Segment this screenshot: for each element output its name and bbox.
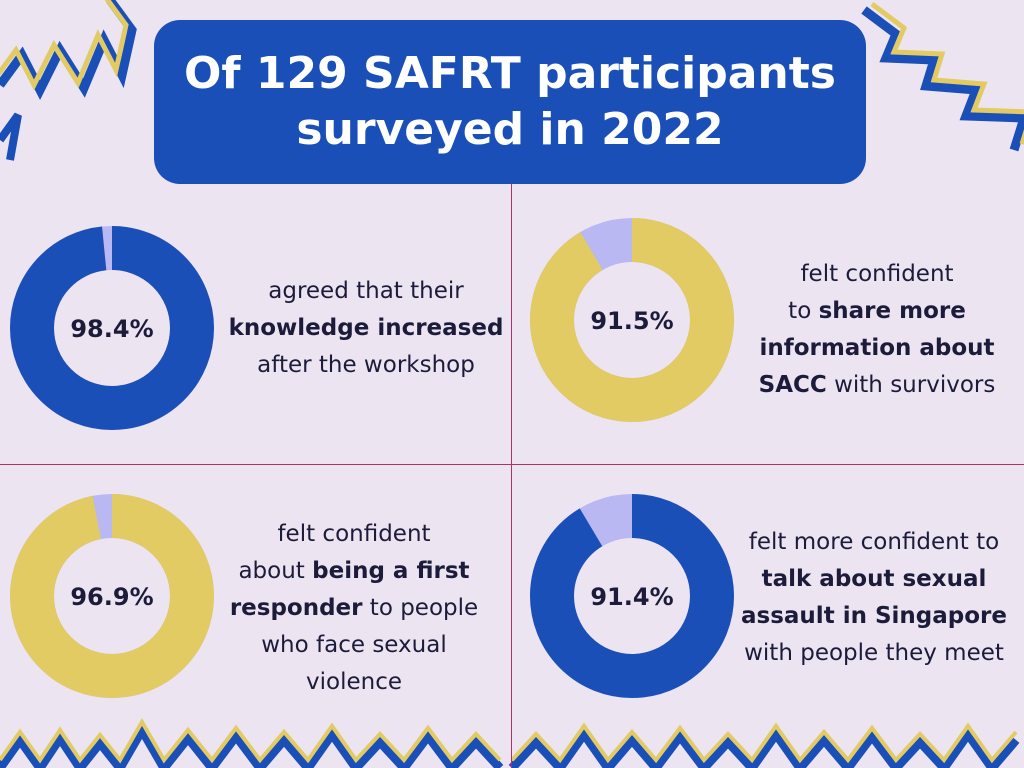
caption-bold-text: SACC bbox=[758, 372, 827, 398]
title-banner: Of 129 SAFRT participants surveyed in 20… bbox=[154, 20, 866, 184]
caption-line: after the workshop bbox=[216, 347, 516, 384]
caption-text: agreed that their bbox=[268, 278, 464, 304]
caption-share-information: felt confident to share more information a… bbox=[727, 256, 1024, 404]
caption-text: with people they meet bbox=[744, 640, 1004, 666]
caption-line: agreed that their bbox=[216, 273, 516, 310]
caption-line: about being a first bbox=[204, 553, 504, 590]
caption-line: felt more confident to bbox=[724, 524, 1024, 561]
caption-text: with survivors bbox=[826, 372, 996, 398]
caption-line: SACC with survivors bbox=[727, 367, 1024, 404]
caption-text: felt confident bbox=[277, 521, 431, 547]
caption-text: who face sexual bbox=[261, 632, 447, 658]
donut-percent-label: 91.4% bbox=[590, 583, 673, 611]
caption-bold-text: responder bbox=[229, 595, 363, 621]
caption-bold-text: information about bbox=[759, 335, 995, 361]
donut-percent-label: 98.4% bbox=[70, 315, 153, 343]
caption-bold-text: knowledge increased bbox=[228, 315, 504, 341]
caption-line: to share more bbox=[727, 293, 1024, 330]
donut-value-slice bbox=[530, 218, 734, 422]
caption-bold-text: being a first bbox=[312, 558, 470, 584]
caption-text: about bbox=[238, 558, 313, 584]
donut-value-slice bbox=[530, 494, 734, 698]
caption-bold-text: share more bbox=[818, 298, 966, 324]
donut-value-slice bbox=[10, 494, 214, 698]
zigzag-decoration-bottom-left bbox=[0, 718, 504, 768]
donut-percent-label: 91.5% bbox=[590, 307, 673, 335]
zigzag-decoration-bottom-right bbox=[508, 722, 1020, 768]
donut-chart-first-responder: 96.9% bbox=[10, 494, 214, 698]
caption-text: to people bbox=[362, 595, 479, 621]
caption-line: felt confident bbox=[727, 256, 1024, 293]
caption-text: to bbox=[788, 298, 819, 324]
caption-line: knowledge increased bbox=[216, 310, 516, 347]
caption-line: talk about sexual bbox=[724, 561, 1024, 598]
caption-text: violence bbox=[306, 669, 402, 695]
title-line-2: surveyed in 2022 bbox=[296, 104, 724, 155]
zigzag-decoration-top-right bbox=[861, 2, 1024, 152]
page-title: Of 129 SAFRT participants surveyed in 20… bbox=[165, 46, 855, 158]
divider-horizontal bbox=[0, 464, 1024, 465]
caption-talk-about-assault: felt more confident to talk about sexual a… bbox=[724, 524, 1024, 672]
donut-chart-knowledge-increased: 98.4% bbox=[10, 226, 214, 430]
caption-line: felt confident bbox=[204, 516, 504, 553]
caption-line: responder to people bbox=[204, 590, 504, 627]
donut-chart-talk-about-assault: 91.4% bbox=[530, 494, 734, 698]
donut-chart-share-information: 91.5% bbox=[530, 218, 734, 422]
divider-vertical bbox=[511, 184, 512, 768]
caption-bold-text: talk about sexual bbox=[761, 566, 987, 592]
caption-knowledge-increased: agreed that their knowledge increased afte… bbox=[216, 273, 516, 384]
caption-text: felt confident bbox=[800, 261, 954, 287]
donut-percent-label: 96.9% bbox=[70, 583, 153, 611]
caption-bold-text: assault in Singapore bbox=[741, 603, 1007, 629]
caption-line: who face sexual bbox=[204, 627, 504, 664]
caption-line: information about bbox=[727, 330, 1024, 367]
caption-line: with people they meet bbox=[724, 635, 1024, 672]
caption-line: assault in Singapore bbox=[724, 598, 1024, 635]
title-line-1: Of 129 SAFRT participants bbox=[184, 48, 836, 99]
caption-text: felt more confident to bbox=[748, 529, 1000, 555]
caption-first-responder: felt confident about being a first respond… bbox=[204, 516, 504, 701]
caption-line: violence bbox=[204, 664, 504, 701]
caption-text: after the workshop bbox=[257, 352, 475, 378]
zigzag-decoration-top-left bbox=[0, 0, 137, 161]
donut-value-slice bbox=[10, 226, 214, 430]
